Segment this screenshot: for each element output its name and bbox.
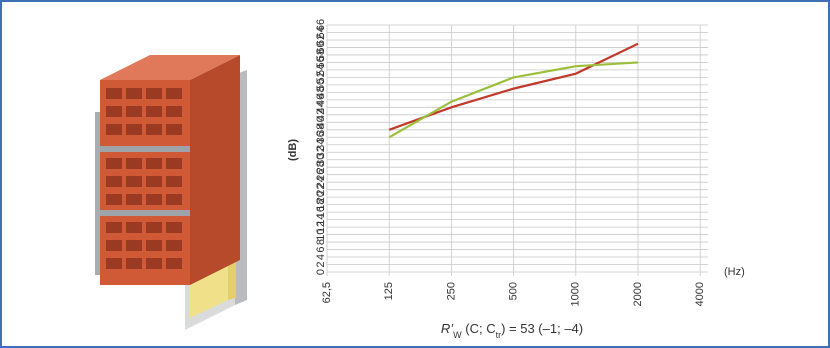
y-tick-label: 38 [315,124,327,136]
y-tick-label: 12 [315,221,327,233]
caption-part: W [453,330,462,340]
chart: 0246810121416182022242628303234363840424… [315,19,709,306]
x-tick-label: 62,5 [321,282,333,303]
y-tick-label: 20 [315,191,327,203]
y-tick-label: 50 [315,79,327,91]
y-tick-label: 62 [315,34,327,46]
y-tick-label: 14 [315,213,327,225]
wall-illustration [95,55,247,330]
y-tick-label: 22 [315,184,327,196]
y-tick-label: 32 [315,146,327,158]
y-tick-label: 30 [315,154,327,166]
y-tick-label: 6 [315,246,327,252]
x-tick-label: 125 [383,282,395,300]
x-tick-label: 250 [445,282,457,300]
y-tick-label: 16 [315,206,327,218]
x-tick-label: 2000 [632,282,644,306]
y-tick-label: 28 [315,161,327,173]
y-tick-label: 42 [315,109,327,121]
y-tick-label: 64 [315,26,327,38]
y-tick-label: 48 [315,86,327,98]
y-tick-label: 58 [315,49,327,61]
y-tick-label: 56 [315,56,327,68]
y-axis-label: (dB) [287,139,299,161]
y-tick-label: 18 [315,199,327,211]
y-tick-label: 4 [315,254,327,260]
y-tick-label: 52 [315,71,327,83]
y-tick-label: 46 [315,94,327,106]
caption: R’W (C; Ctr) = 53 (–1; –4) [441,321,583,340]
y-tick-label: 34 [315,139,327,151]
x-tick-label: 4000 [694,282,706,306]
data-line [388,61,639,139]
y-tick-label: 54 [315,64,327,76]
y-tick-label: 10 [315,228,327,240]
caption-part: R’ [441,321,454,336]
y-tick-label: 36 [315,131,327,143]
y-tick-label: 8 [315,239,327,245]
x-tick-label: 500 [508,282,520,300]
y-tick-label: 44 [315,101,327,113]
x-tick-label: 1000 [570,282,582,306]
y-tick-label: 66 [315,19,327,31]
y-tick-label: 0 [315,269,327,275]
caption-part: ) = 53 (–1; –4) [501,321,583,336]
y-tick-label: 26 [315,169,327,181]
y-tick-label: 60 [315,41,327,53]
y-tick-label: 24 [315,176,327,188]
caption-part: tr [496,330,502,340]
x-axis-label: (Hz) [724,266,745,278]
caption-part: (C; C [462,321,496,336]
y-tick-label: 2 [315,261,327,267]
y-tick-label: 40 [315,116,327,128]
